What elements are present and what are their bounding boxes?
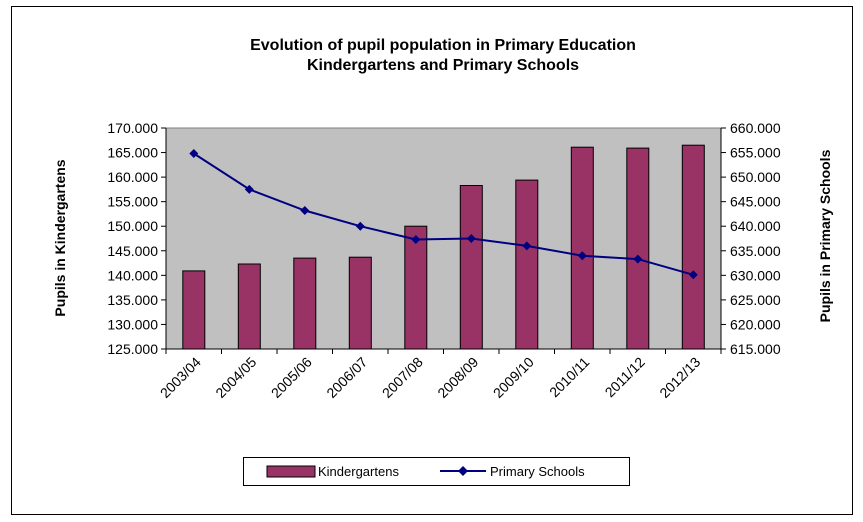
right-tick-label: 655.000 [730,145,781,161]
right-axis-title: Pupils in Primary Schools [817,149,833,322]
bar-kindergartens-2007-08 [404,225,428,350]
right-tick-label: 640.000 [730,218,781,234]
legend-marker-primary-schools [458,466,468,476]
point-primary-schools-2008-09 [466,234,476,243]
right-tick-label: 645.000 [730,194,781,210]
right-tick-label: 630.000 [730,267,781,283]
left-axis-title: Pupils in Kindergartens [52,159,68,316]
bar-kindergartens-2010-11 [570,146,594,350]
left-tick-label: 160.000 [107,169,158,185]
right-tick-label: 660.000 [730,120,781,136]
left-tick-label: 125.000 [107,341,158,357]
legend: Kindergartens Primary Schools [243,457,630,486]
point-primary-schools-2011-12 [633,254,643,264]
bar-kindergartens-2012-13 [681,144,705,350]
point-primary-schools-2007-08 [411,235,421,244]
left-tick-label: 145.000 [107,243,158,259]
left-tick-label: 135.000 [107,292,158,308]
left-tick-label: 170.000 [107,120,158,136]
chart-title: Evolution of pupil population in Primary… [250,37,636,54]
left-axis-ticks: 125.000 130.000 135.000 140.000 145.000 150.0… [107,120,166,357]
point-primary-schools-2012-13 [688,270,698,280]
bar-kindergartens-2005-06 [293,257,317,350]
left-tick-label: 155.000 [107,194,158,210]
legend-label-kindergartens: Kindergartens [318,464,399,479]
point-primary-schools-2009-10 [522,241,532,251]
right-tick-label: 650.000 [730,169,781,185]
point-primary-schools-2005-06 [300,206,310,215]
point-primary-schools-2010-11 [577,251,587,261]
bar-kindergartens-2009-10 [515,179,539,350]
legend-label-primary-schools: Primary Schools [490,464,585,479]
bar-kindergartens-2004-05 [237,263,261,350]
bar-kindergartens-2003-04 [182,270,206,350]
primary-schools-line-layer [189,149,698,280]
right-tick-label: 635.000 [730,243,781,259]
bar-kindergartens-2008-09 [459,185,483,350]
left-tick-label: 140.000 [107,267,158,283]
right-axis-ticks: 615.000 620.000 625.000 630.000 635.000 640.0… [721,120,781,357]
point-primary-schools-2006-07 [355,221,365,231]
line-primary-schools [193,152,694,276]
left-tick-label: 130.000 [107,316,158,332]
chart-subtitle: Kindergartens and Primary Schools [307,57,579,74]
point-primary-schools-2003-04 [189,149,199,158]
legend-swatch-kindergartens [266,465,316,478]
left-tick-label: 165.000 [107,145,158,161]
right-tick-label: 615.000 [730,341,781,357]
right-tick-label: 620.000 [730,316,781,332]
bar-kindergartens-2011-12 [626,147,650,350]
left-tick-label: 150.000 [107,218,158,234]
bar-kindergartens-2006-07 [348,256,372,350]
kindergarten-bars [182,144,705,350]
point-primary-schools-2004-05 [244,184,254,194]
right-tick-label: 625.000 [730,292,781,308]
